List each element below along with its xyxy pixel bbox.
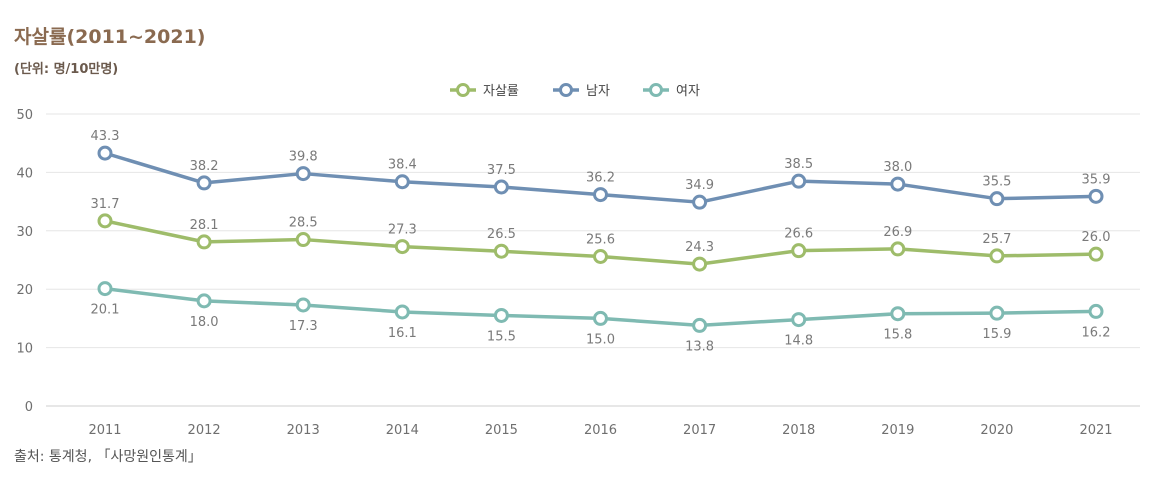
y-tick-label-30: 30 (16, 225, 33, 240)
data-label-여자-2014: 16.1 (388, 326, 417, 341)
x-tick-label-2019: 2019 (881, 423, 914, 438)
x-tick-label-2020: 2020 (980, 423, 1013, 438)
data-label-자살률-2015: 26.5 (487, 227, 516, 242)
x-tick-label-2014: 2014 (386, 423, 419, 438)
data-point-여자-2011 (97, 281, 113, 297)
data-point-자살률-2015 (493, 243, 509, 259)
y-tick-label-10: 10 (16, 342, 33, 357)
data-label-남자-2012: 38.2 (190, 159, 219, 174)
x-tick-label-2017: 2017 (683, 423, 716, 438)
y-tick-label-50: 50 (16, 108, 33, 123)
x-tick-label-2015: 2015 (485, 423, 518, 438)
legend-marker-남자 (559, 83, 573, 97)
data-label-여자-2015: 15.5 (487, 329, 516, 344)
data-point-여자-2016 (593, 310, 608, 326)
data-label-자살률-2012: 28.1 (190, 218, 219, 233)
data-label-자살률-2021: 26.0 (1082, 230, 1111, 245)
data-label-자살률-2014: 27.3 (388, 223, 417, 238)
data-label-여자-2018: 14.8 (784, 334, 813, 349)
data-point-남자-2016 (593, 187, 608, 203)
x-tick-label-2016: 2016 (584, 423, 617, 438)
data-label-남자-2013: 39.8 (289, 150, 318, 165)
data-label-자살률-2020: 25.7 (982, 232, 1011, 247)
data-label-자살률-2011: 31.7 (91, 197, 120, 212)
data-point-여자-2012 (196, 293, 212, 309)
data-label-여자-2021: 16.2 (1082, 325, 1111, 340)
data-label-여자-2019: 15.8 (883, 328, 912, 343)
data-point-자살률-2017 (692, 256, 708, 272)
data-label-남자-2019: 38.0 (883, 160, 912, 175)
data-point-자살률-2014 (394, 239, 410, 255)
data-label-여자-2017: 13.8 (685, 339, 714, 354)
data-point-자살률-2020 (989, 248, 1005, 264)
data-label-여자-2013: 17.3 (289, 319, 318, 334)
y-tick-label-0: 0 (25, 400, 33, 415)
data-point-자살률-2013 (295, 232, 311, 248)
legend-marker-여자 (649, 83, 663, 97)
data-point-여자-2020 (989, 305, 1005, 321)
data-point-남자-2013 (295, 166, 311, 182)
data-label-자살률-2018: 26.6 (784, 227, 813, 242)
data-label-여자-2011: 20.1 (91, 303, 120, 318)
data-point-남자-2015 (493, 179, 509, 195)
data-point-남자-2011 (97, 145, 113, 161)
data-point-남자-2014 (394, 174, 410, 190)
x-tick-label-2021: 2021 (1079, 423, 1112, 438)
data-point-여자-2017 (692, 317, 708, 333)
data-point-여자-2018 (791, 312, 807, 328)
data-label-자살률-2019: 26.9 (883, 225, 912, 240)
x-tick-label-2011: 2011 (88, 423, 121, 438)
data-label-자살률-2016: 25.6 (586, 232, 615, 247)
data-label-남자-2018: 38.5 (784, 157, 813, 172)
data-point-여자-2015 (493, 307, 509, 323)
data-point-여자-2014 (394, 304, 410, 320)
legend-label-자살률: 자살률 (483, 84, 519, 99)
x-tick-label-2013: 2013 (287, 423, 320, 438)
data-point-여자-2019 (890, 306, 906, 322)
data-point-자살률-2012 (196, 234, 212, 250)
data-label-남자-2020: 35.5 (982, 175, 1011, 190)
legend-label-남자: 남자 (586, 84, 610, 99)
x-tick-label-2012: 2012 (188, 423, 221, 438)
data-label-자살률-2017: 24.3 (685, 240, 714, 255)
source-note: 출처: 통계청, 「사망원인통계」 (14, 449, 202, 465)
data-point-남자-2019 (890, 176, 906, 192)
data-label-남자-2015: 37.5 (487, 163, 516, 178)
data-label-자살률-2013: 28.5 (289, 216, 318, 231)
data-label-여자-2020: 15.9 (982, 327, 1011, 342)
chart-title: 자살률(2011~2021) (14, 26, 206, 48)
data-label-남자-2011: 43.3 (91, 129, 120, 144)
data-point-자살률-2011 (97, 213, 113, 229)
data-point-남자-2021 (1088, 188, 1104, 204)
data-point-자살률-2016 (593, 248, 608, 264)
data-point-자살률-2019 (890, 241, 906, 257)
legend-label-여자: 여자 (676, 84, 700, 99)
unit-label: (단위: 명/10만명) (14, 62, 119, 77)
data-point-남자-2018 (791, 173, 807, 189)
x-tick-label-2018: 2018 (782, 423, 815, 438)
data-point-남자-2020 (989, 191, 1005, 207)
data-label-남자-2016: 36.2 (586, 171, 615, 186)
data-point-남자-2017 (692, 194, 708, 210)
data-point-남자-2012 (196, 175, 212, 191)
legend-marker-자살률 (456, 83, 470, 97)
data-label-여자-2012: 18.0 (190, 315, 219, 330)
data-label-남자-2017: 34.9 (685, 178, 714, 193)
data-point-자살률-2018 (791, 243, 807, 259)
data-label-남자-2021: 35.9 (1082, 172, 1111, 187)
data-point-여자-2021 (1088, 303, 1104, 319)
data-label-여자-2016: 15.0 (586, 332, 615, 347)
y-tick-label-40: 40 (16, 166, 33, 181)
data-label-남자-2014: 38.4 (388, 158, 417, 173)
data-point-여자-2013 (295, 297, 311, 313)
data-point-자살률-2021 (1088, 246, 1104, 262)
y-tick-label-20: 20 (16, 283, 33, 298)
